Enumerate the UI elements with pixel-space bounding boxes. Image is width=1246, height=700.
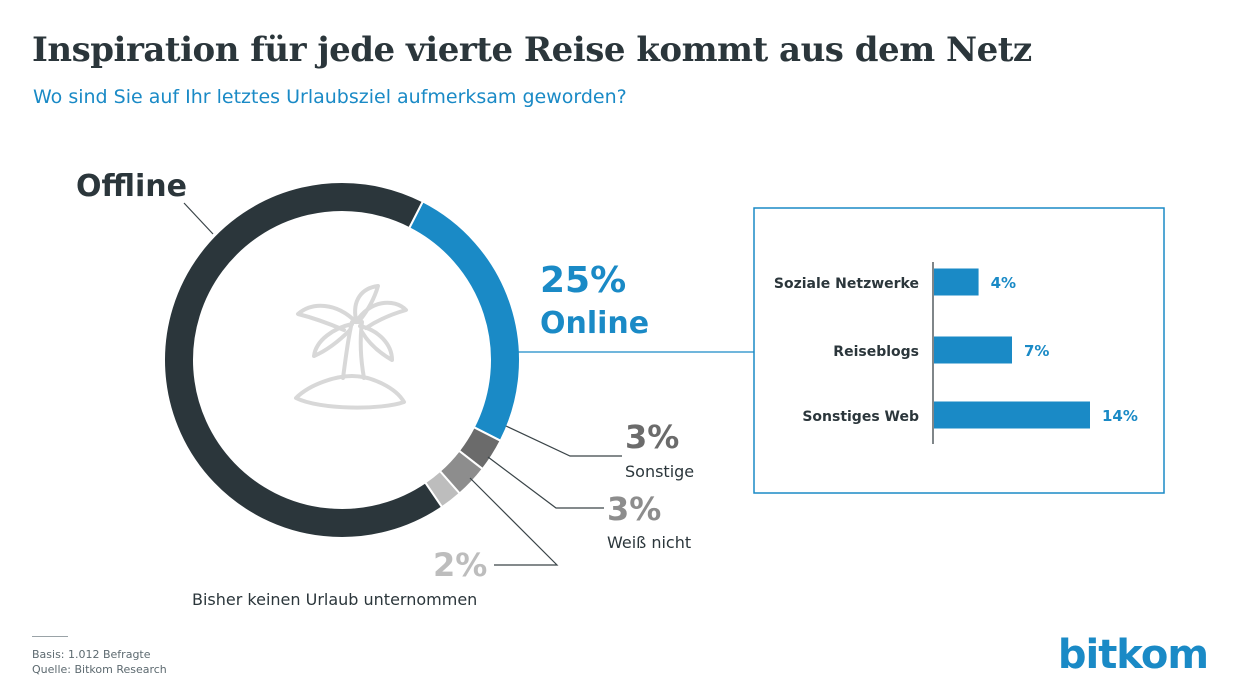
palm-island-icon bbox=[294, 284, 408, 410]
donut-labels: Offline 25% Online 3% Sonstige 3% Weiß n… bbox=[76, 169, 694, 609]
donut-chart bbox=[163, 181, 521, 539]
online-label: Online bbox=[540, 306, 649, 341]
sonstige-label: Sonstige bbox=[625, 462, 694, 481]
offline-leader-line bbox=[183, 202, 214, 235]
bisher-value-label: 2% bbox=[433, 546, 487, 584]
bisher-leader-line bbox=[469, 477, 559, 566]
leader-lines bbox=[183, 202, 754, 566]
bar-category-sonstiges-web: Sonstiges Web bbox=[802, 409, 919, 425]
chart-title: Inspiration für jede vierte Reise kommt … bbox=[32, 30, 1032, 70]
footer-basis: Basis: 1.012 Befragte bbox=[32, 648, 151, 661]
footer-source: Quelle: Bitkom Research bbox=[32, 663, 167, 676]
slice-online bbox=[407, 200, 521, 443]
weiss-value-label: 3% bbox=[607, 490, 661, 528]
online-breakdown-panel bbox=[753, 207, 1165, 494]
weiss-label: Weiß nicht bbox=[607, 533, 691, 552]
bar-soziale-netzwerke bbox=[934, 268, 979, 296]
online-breakdown-bars: Soziale Netzwerke 4% Reiseblogs 7% Sonstiges… bbox=[774, 268, 1138, 429]
bar-category-reiseblogs: Reiseblogs bbox=[833, 344, 919, 360]
sonstige-leader-line bbox=[505, 425, 622, 457]
bar-sonstiges-web bbox=[934, 401, 1090, 429]
bar-value-soziale-netzwerke: 4% bbox=[991, 274, 1016, 292]
sonstige-value-label: 3% bbox=[625, 418, 679, 456]
online-value-label: 25% bbox=[540, 260, 626, 301]
slice-offline bbox=[163, 181, 444, 539]
bisher-label: Bisher keinen Urlaub unternommen bbox=[192, 590, 477, 609]
bar-category-soziale-netzwerke: Soziale Netzwerke bbox=[774, 276, 919, 292]
bar-value-reiseblogs: 7% bbox=[1024, 342, 1049, 360]
chart-subtitle: Wo sind Sie auf Ihr letztes Urlaubsziel … bbox=[33, 86, 627, 108]
weiss-leader-line bbox=[487, 456, 604, 509]
bar-reiseblogs bbox=[934, 336, 1012, 364]
bitkom-logo: bitkom bbox=[1057, 632, 1209, 678]
bar-value-sonstiges-web: 14% bbox=[1102, 407, 1138, 425]
offline-label: Offline bbox=[76, 169, 187, 204]
footer-divider bbox=[32, 636, 68, 637]
